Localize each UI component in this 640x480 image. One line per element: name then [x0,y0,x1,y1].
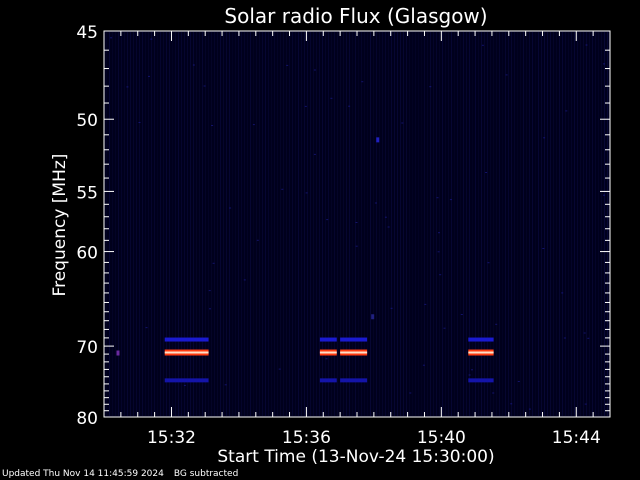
y-tick-label-60: 60 [76,244,98,264]
status-footer: Updated Thu Nov 14 11:45:59 2024 BG subtr… [2,469,248,479]
axis-ticks [104,30,610,418]
y-axis-label: Frequency [MHz] [50,154,70,297]
x-tick-label-15:44: 15:44 [552,428,601,448]
x-tick-label-15:40: 15:40 [417,428,466,448]
band-2-segment-0 [164,378,209,383]
background-noise [106,32,608,416]
band-2-segment-2 [340,378,368,383]
spot-2 [371,314,375,320]
y-tick-label-50: 50 [76,111,98,131]
spot-0 [116,350,120,356]
band-0-segment-0 [164,337,209,342]
bg-subtracted-note: BG subtracted [173,469,239,479]
y-tick-label-55: 55 [76,183,98,203]
band-0-segment-1 [319,337,337,342]
x-axis-label: Start Time (13-Nov-24 15:30:00) [217,447,494,467]
x-tick-label-15:32: 15:32 [147,428,196,448]
band-2-segment-1 [319,378,337,383]
band-2-segment-3 [468,378,494,383]
band-1-segment-1-core [319,351,337,354]
band-1-segment-3-core [468,351,494,354]
y-tick-label-45: 45 [76,23,98,43]
y-tick-label-80: 80 [76,409,98,429]
x-tick-label-15:36: 15:36 [282,428,331,448]
band-1-segment-2-core [340,351,368,354]
spot-1 [376,137,380,143]
chart-title: Solar radio Flux (Glasgow) [224,4,487,28]
updated-timestamp: Updated Thu Nov 14 11:45:59 2024 [2,469,164,479]
band-0-segment-3 [468,337,494,342]
band-1-segment-0-core [164,351,209,354]
plot-area [104,31,610,417]
band-0-segment-2 [340,337,368,342]
emission-bands [116,137,494,383]
y-tick-label-70: 70 [76,338,98,358]
axis-tick-labels: 45 50 55 60 70 80 15:32 15:36 15:40 15:44 [76,23,600,448]
